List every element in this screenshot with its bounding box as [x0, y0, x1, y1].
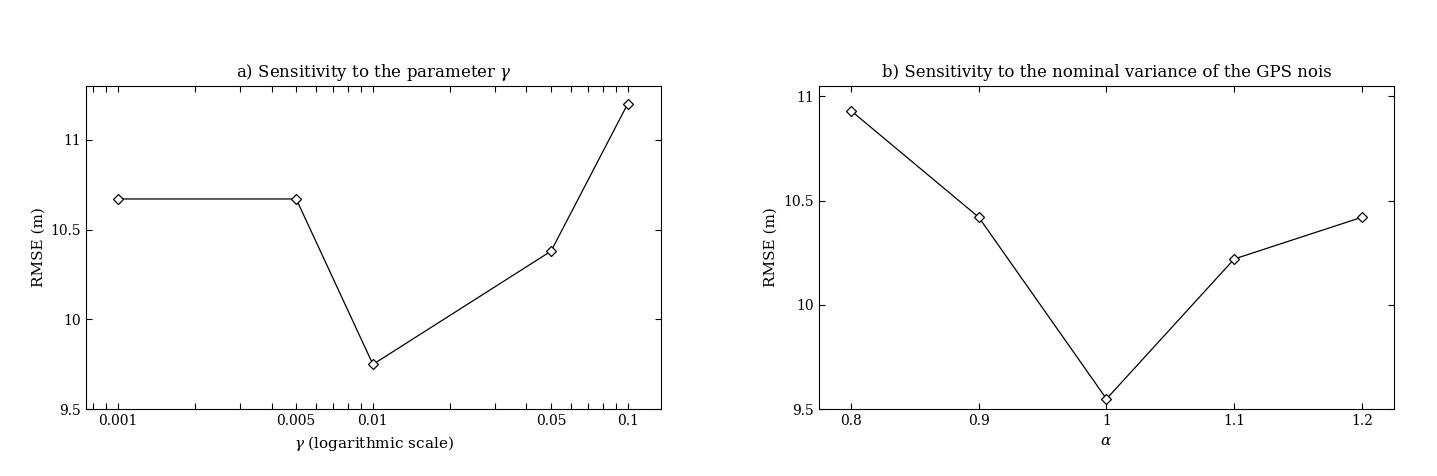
Y-axis label: RMSE (m): RMSE (m) [32, 208, 45, 288]
Title: a) Sensitivity to the parameter $\gamma$: a) Sensitivity to the parameter $\gamma$ [236, 62, 512, 83]
X-axis label: $\alpha$: $\alpha$ [1101, 434, 1112, 448]
Y-axis label: RMSE (m): RMSE (m) [764, 208, 777, 288]
Title: b) Sensitivity to the nominal variance of the GPS nois: b) Sensitivity to the nominal variance o… [882, 64, 1331, 81]
X-axis label: $\gamma$ (logarithmic scale): $\gamma$ (logarithmic scale) [293, 434, 454, 453]
